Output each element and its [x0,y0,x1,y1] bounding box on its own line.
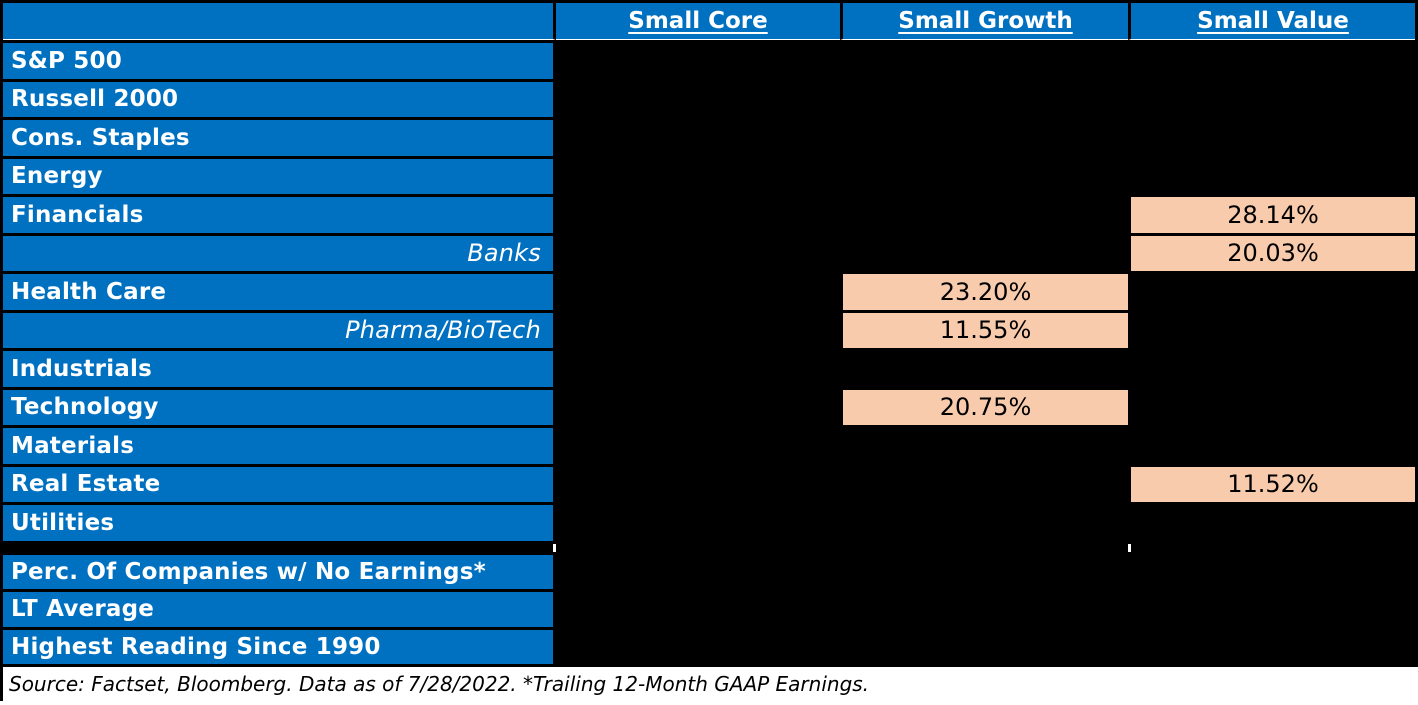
redacted-cell [1128,554,1415,589]
redacted-cell [840,592,1128,627]
redacted-cell [1128,274,1415,310]
row-sp-500: S&P 500 [3,43,1415,82]
redacted-cell [1128,81,1415,117]
redacted-cell [556,312,840,348]
row-label: Banks [3,235,556,271]
redacted-cell [556,197,840,233]
redacted-cell [556,235,840,271]
row-perc-no-earnings: Perc. Of Companies w/ No Earnings* [3,554,1415,592]
redacted-cell [840,351,1128,387]
gridline-tick [553,543,556,552]
redacted-cell [840,235,1128,271]
redacted-cell [1128,505,1415,541]
redacted-cell [556,81,840,117]
row-label: Industrials [3,351,556,387]
redacted-cell [556,428,840,464]
redacted-cell [1128,389,1415,425]
redacted-cell [556,351,840,387]
header-row: Small Core Small Growth Small Value [3,3,1415,43]
row-label: Energy [3,158,556,194]
value-cell: 28.14% [1128,197,1415,233]
redacted-cell [1128,428,1415,464]
value-cell: 20.03% [1128,235,1415,271]
redacted-cell [556,389,840,425]
redacted-cell [840,81,1128,117]
row-technology: Technology 20.75% [3,389,1415,428]
row-cons-staples: Cons. Staples [3,120,1415,159]
data-table: Small Core Small Growth Small Value S&P … [0,0,1418,667]
row-label: Real Estate [3,466,556,502]
redacted-cell [840,197,1128,233]
redacted-cell [556,158,840,194]
redacted-cell [1128,158,1415,194]
row-label: Perc. Of Companies w/ No Earnings* [3,554,556,589]
row-label: S&P 500 [3,43,556,79]
row-label: Materials [3,428,556,464]
redacted-cell [840,428,1128,464]
redacted-cell [556,120,840,156]
redacted-cell [556,43,840,79]
row-utilities: Utilities [3,505,1415,544]
row-lt-average: LT Average [3,592,1415,630]
redacted-cell [556,505,840,541]
redacted-cell [1128,592,1415,627]
redacted-cell [556,554,840,589]
row-label: Financials [3,197,556,233]
redacted-cell [840,43,1128,79]
redacted-cell [840,554,1128,589]
redacted-cell [840,629,1128,664]
value-cell: 20.75% [840,389,1128,425]
redacted-cell [556,466,840,502]
column-header-small-value: Small Value [1128,3,1415,40]
redacted-cell [556,629,840,664]
row-label: Cons. Staples [3,120,556,156]
redacted-cell [840,120,1128,156]
value-cell: 11.52% [1128,466,1415,502]
row-energy: Energy [3,158,1415,197]
redacted-cell [1128,312,1415,348]
row-materials: Materials [3,428,1415,467]
row-financials: Financials 28.14% [3,197,1415,236]
row-banks: Banks 20.03% [3,235,1415,274]
redacted-cell [556,592,840,627]
redacted-cell [1128,629,1415,664]
row-label: LT Average [3,592,556,627]
row-industrials: Industrials [3,351,1415,390]
redacted-cell [1128,351,1415,387]
redacted-cell [1128,43,1415,79]
row-label: Technology [3,389,556,425]
redacted-cell [840,466,1128,502]
corner-cell [3,3,556,40]
row-label: Highest Reading Since 1990 [3,629,556,664]
redacted-cell [1128,120,1415,156]
redacted-cell [840,505,1128,541]
source-note: Source: Factset, Bloomberg. Data as of 7… [0,667,1418,701]
row-label: Russell 2000 [3,81,556,117]
row-pharma-biotech: Pharma/BioTech 11.55% [3,312,1415,351]
row-label: Utilities [3,505,556,541]
column-header-small-core: Small Core [556,3,840,40]
redacted-cell [840,158,1128,194]
row-health-care: Health Care 23.20% [3,274,1415,313]
redacted-cell [556,274,840,310]
value-cell: 23.20% [840,274,1128,310]
row-label: Pharma/BioTech [3,312,556,348]
gridline-tick [1128,543,1131,552]
row-label: Health Care [3,274,556,310]
value-cell: 11.55% [840,312,1128,348]
section-separator [3,543,1415,555]
row-highest-reading: Highest Reading Since 1990 [3,629,1415,667]
row-russell-2000: Russell 2000 [3,81,1415,120]
row-real-estate: Real Estate 11.52% [3,466,1415,505]
column-header-small-growth: Small Growth [840,3,1128,40]
